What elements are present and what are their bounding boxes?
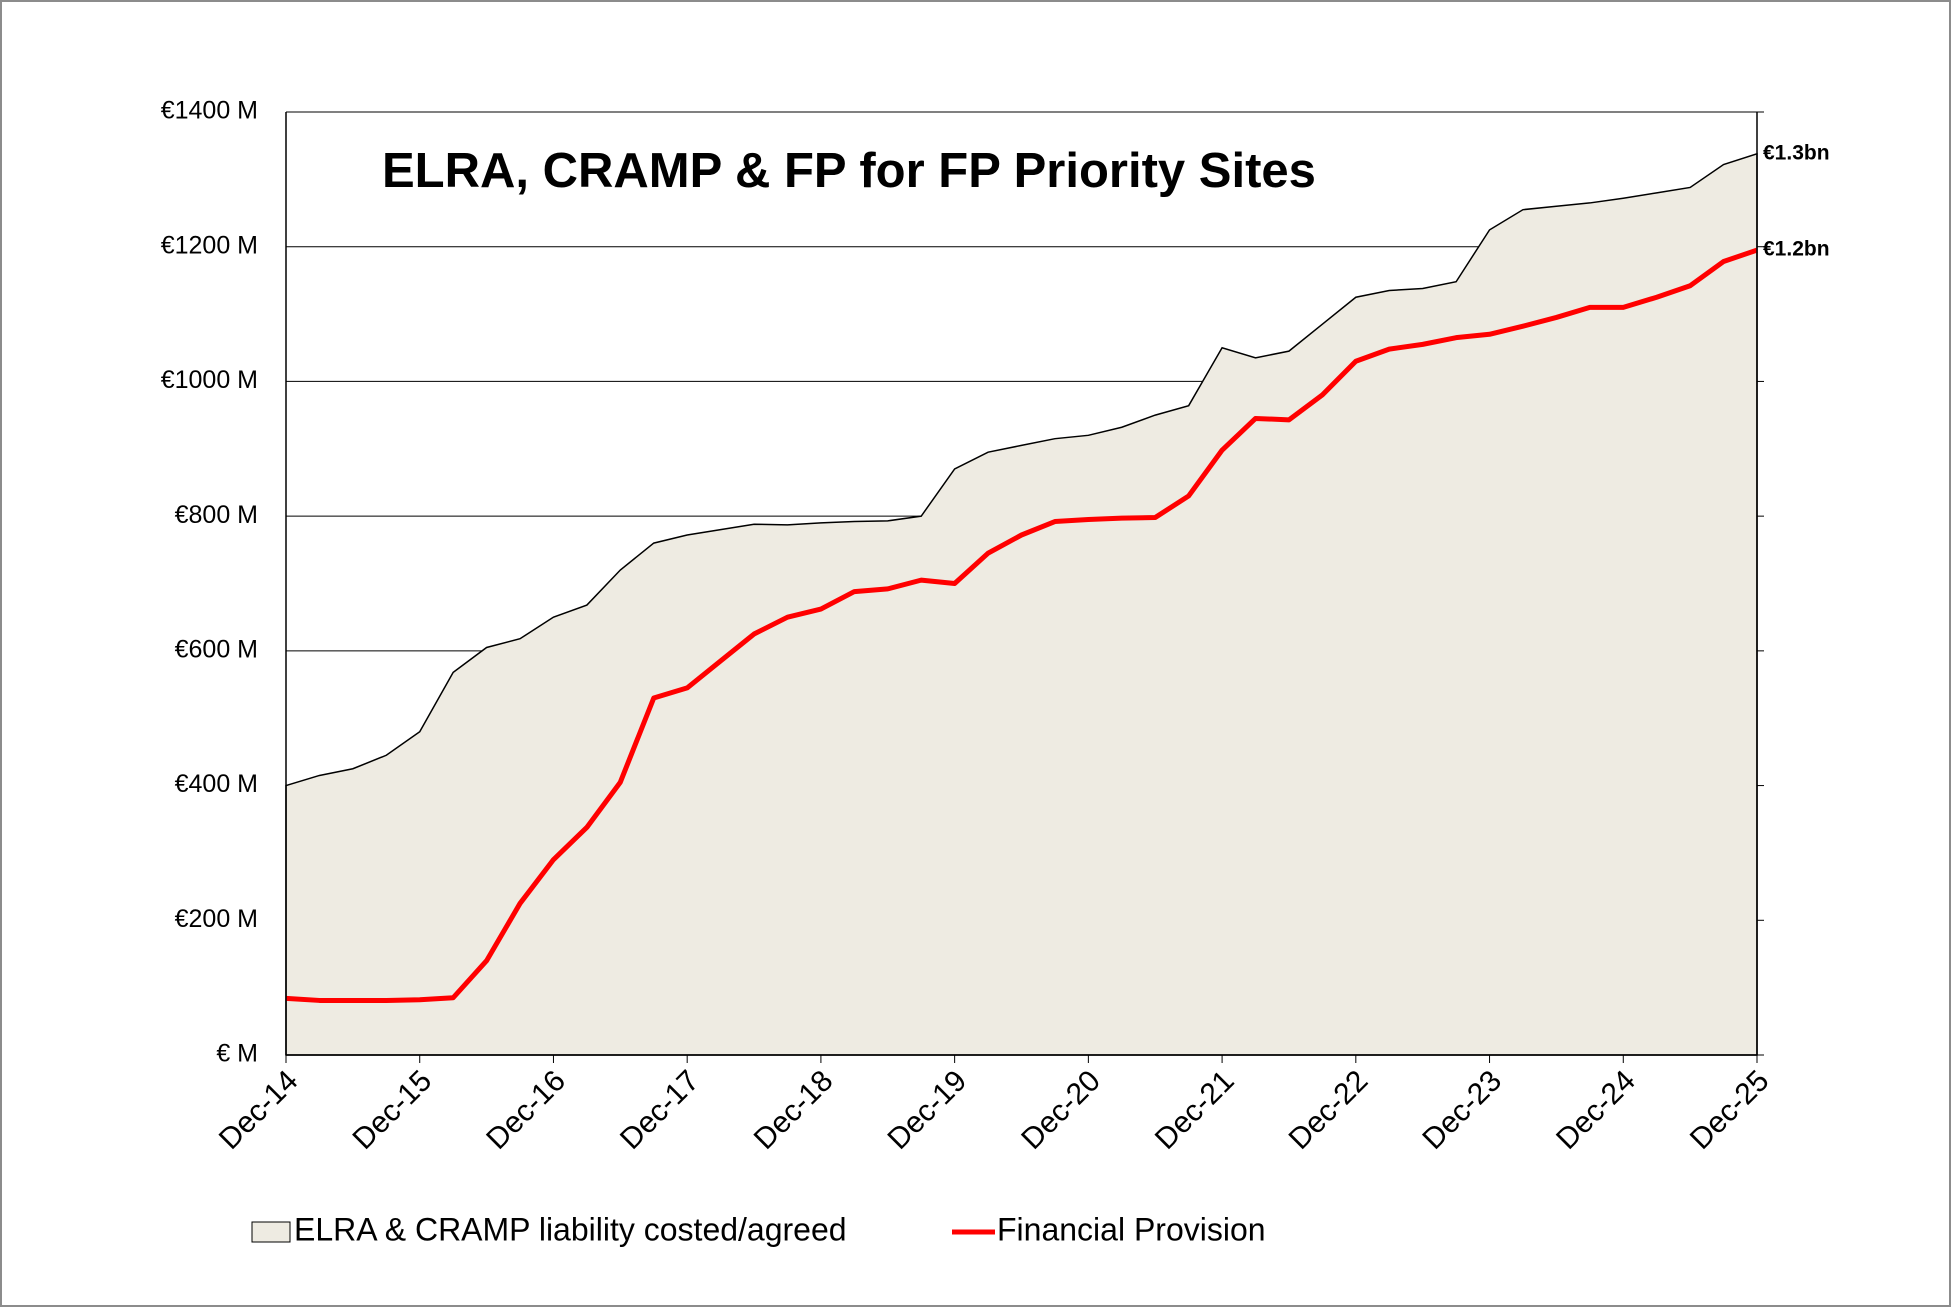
annotation: €1.3bn bbox=[1763, 141, 1830, 164]
legend-swatch bbox=[251, 1221, 291, 1243]
y-tick-label: €600 M bbox=[175, 635, 258, 663]
y-tick-label: €1000 M bbox=[161, 366, 258, 394]
legend-label: Financial Provision bbox=[997, 1211, 1266, 1247]
y-tick-label: €1200 M bbox=[161, 231, 258, 259]
line bbox=[285, 247, 1758, 1003]
annotation: €1.2bn bbox=[1763, 238, 1830, 261]
legend-label: ELRA & CRAMP liability costed/agreed bbox=[294, 1211, 847, 1247]
y-tick-label: €1400 M bbox=[161, 97, 258, 125]
y-tick-label: €200 M bbox=[175, 905, 258, 933]
chart-title: ELRA, CRAMP & FP for FP Priority Sites bbox=[382, 144, 1316, 198]
y-tick-label: €400 M bbox=[175, 770, 258, 798]
y-tick-label: €800 M bbox=[175, 501, 258, 529]
area bbox=[285, 152, 1758, 1056]
y-tick-label: € M bbox=[216, 1040, 258, 1068]
